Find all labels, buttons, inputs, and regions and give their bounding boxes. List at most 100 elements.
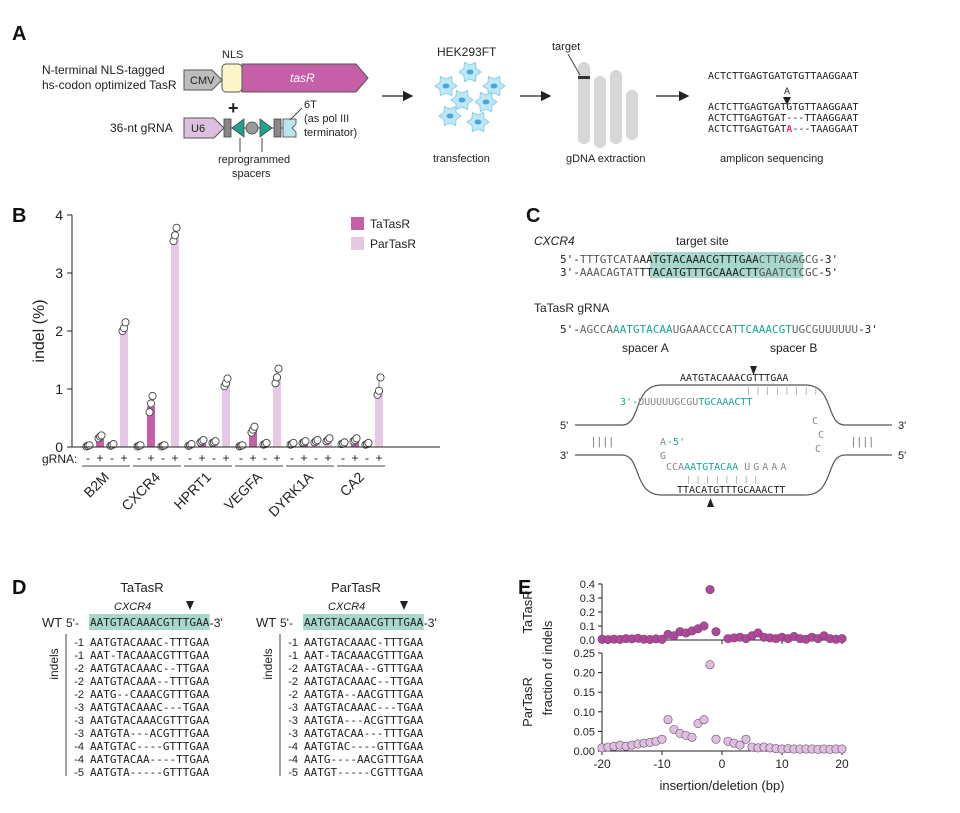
replicate-point <box>364 438 373 447</box>
construct-label-line2: hs-codon optimized TasR <box>42 78 177 92</box>
tasr-construct: CMV NLS tasR <box>183 49 369 93</box>
indel-sequence: AAT-TACAAACGTTTGAA <box>304 649 424 662</box>
cell-4 <box>450 89 474 111</box>
e-row-label: TaTasR <box>520 590 535 633</box>
panel-label-b: B <box>12 205 26 227</box>
wt-5prime: 5'- <box>66 616 79 630</box>
indel-size: -3 <box>288 715 298 727</box>
replicate-point <box>145 408 154 417</box>
indel-size: -3 <box>74 728 84 740</box>
e-y-tick-label: 0.1 <box>580 621 595 633</box>
e-y-tick-label: 0.10 <box>574 707 595 719</box>
indel-sequence: AATGTACAAAC-TTTGAA <box>90 636 210 649</box>
cell-5 <box>474 91 498 113</box>
cell-nucleus <box>442 83 450 89</box>
u6-promoter-arrow <box>183 117 225 139</box>
indel-sequence: AATGTA---ACGTTTGAA <box>304 714 424 727</box>
tasr-label: tasR <box>290 71 315 85</box>
cell-6 <box>438 105 462 127</box>
cell-nucleus <box>446 113 454 119</box>
replicate-point <box>148 391 157 401</box>
indel-sequence: AATGTAC----GTTTGAA <box>304 740 424 753</box>
replicate-point <box>250 422 259 431</box>
b-y-tick-label: 2 <box>55 323 63 339</box>
step-gdna-extraction: gDNA extraction <box>566 153 645 165</box>
cmv-label: CMV <box>190 75 215 87</box>
replicate-point <box>223 374 232 383</box>
replicate-point <box>301 437 310 446</box>
grna-row-label: gRNA: <box>42 452 77 466</box>
scatter-partasr: 0.00 0.05 0.10 0.15 0.20 0.25 -20 -10 0 10 20 ParTa… <box>520 648 849 771</box>
spacer-b-triangle <box>259 118 273 138</box>
hek293ft-cells <box>434 61 506 133</box>
e-y-tick-label: 0.00 <box>574 746 595 758</box>
grna-sign: + <box>147 451 154 465</box>
replicate-point <box>172 223 181 232</box>
e-y-tick-label: 0.2 <box>580 607 595 619</box>
cut-site-bottom <box>707 498 714 507</box>
grna-sign: + <box>324 451 331 465</box>
terminator-label-2: (as pol III <box>304 113 349 125</box>
indel-sequence: AATGTACAA--GTTTGAA <box>304 662 424 675</box>
indel-size: -5 <box>74 767 84 779</box>
grna-sign: + <box>300 451 307 465</box>
c-grna-title: TaTasR gRNA <box>534 301 609 315</box>
bar-group-b2m: - + - +B2M <box>80 318 130 500</box>
e-row-label: ParTasR <box>520 677 535 727</box>
b-y-tick-label: 4 <box>55 207 63 223</box>
repeat-box-2 <box>273 118 282 138</box>
cell-nucleus <box>482 99 490 105</box>
bp-ticks-top: | | | | | | | | <box>746 386 818 395</box>
cell-2 <box>458 61 482 83</box>
e-x-tick-label: -10 <box>653 757 671 771</box>
indel-size: -4 <box>288 754 298 766</box>
wt-5prime: 5'- <box>280 616 293 630</box>
cell-1 <box>434 75 458 97</box>
wt-3prime: -3' <box>424 616 437 630</box>
alignment-gene: CXCR4 <box>328 601 365 613</box>
indel-size: -1 <box>288 637 298 649</box>
u6-label: U6 <box>191 123 205 135</box>
replicate-point <box>376 373 385 382</box>
replicate-point <box>374 386 384 395</box>
target-label: target <box>552 41 580 53</box>
grna-sign: - <box>314 451 318 465</box>
grna-sign: - <box>188 451 192 465</box>
e-y-tick-label: 0.15 <box>574 687 595 699</box>
amplicon-reads: ACTCTTGAGTGATGTGTTAAGGAAT A ACTCTTGAGTGA… <box>708 71 859 135</box>
cell-nucleus <box>466 69 474 75</box>
replicate-point <box>160 441 169 450</box>
replicate-point <box>211 437 220 446</box>
grna-sign: + <box>375 451 382 465</box>
cut-site-marker <box>186 601 194 610</box>
indels-label: indels <box>47 648 61 679</box>
arrow-annotation: A <box>784 86 790 96</box>
e-y-tick-label: 0.0 <box>580 635 595 647</box>
seq-read-3: ACTCTTGAGTGATA---TAAGGAAT <box>708 124 859 135</box>
cell-3 <box>482 75 506 97</box>
indel-point <box>837 744 847 754</box>
c-target-site-label: target site <box>676 234 729 248</box>
indel-size: -1 <box>74 650 84 662</box>
indel-size: -2 <box>288 676 298 688</box>
spacers-label-2: spacers <box>232 168 271 180</box>
replicate-point <box>85 441 94 450</box>
terminator-box <box>282 118 297 138</box>
terminator-label-1: 6T <box>304 99 317 111</box>
indel-sequence: AATG--CAAACGTTTGAA <box>90 688 210 701</box>
spacers-label-1: reprogrammed <box>218 154 290 166</box>
indel-point <box>687 732 697 742</box>
replicate-point <box>340 438 349 447</box>
duplex-rna-top: 3'-UUUUUUGCGUTGCAAACTT <box>620 397 752 408</box>
indel-size: -4 <box>74 754 84 766</box>
b-y-tick-label: 1 <box>55 381 63 397</box>
b-y-axis-label: indel (%) <box>31 299 48 362</box>
indel-point <box>699 715 709 725</box>
grna-sign: + <box>351 451 358 465</box>
plus-sign: + <box>228 98 239 118</box>
indel-sequence: AATGTA---ACGTTTGAA <box>90 727 210 740</box>
grna-sign: + <box>171 451 178 465</box>
legend-tatasr: TaTasR <box>370 217 410 231</box>
grna-sign: - <box>110 451 114 465</box>
